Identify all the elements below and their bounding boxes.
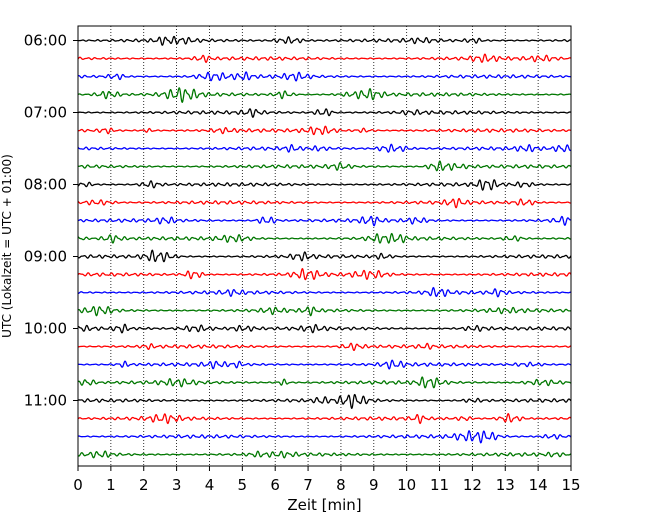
trace-line <box>77 342 572 352</box>
x-tick-label: 15 <box>561 476 580 494</box>
x-tick-label: 6 <box>270 476 280 494</box>
trace-line <box>77 430 572 444</box>
trace-line <box>77 286 572 298</box>
trace-line <box>77 249 572 263</box>
x-tick-label: 5 <box>238 476 248 494</box>
y-tick-label: 09:00 <box>24 248 67 266</box>
trace-line <box>77 376 572 389</box>
trace-line <box>77 393 572 409</box>
y-tick-label: 11:00 <box>24 392 67 410</box>
x-tick-label: 7 <box>303 476 313 494</box>
seismic-traces <box>77 35 572 459</box>
x-grid <box>110 26 539 466</box>
x-tick-label: 10 <box>397 476 416 494</box>
trace-line <box>77 215 572 227</box>
trace-line <box>77 179 572 191</box>
trace-line <box>77 359 572 370</box>
y-tick-label: 08:00 <box>24 176 67 194</box>
trace-line <box>77 323 572 334</box>
trace-line <box>77 160 572 172</box>
x-tick-label: 9 <box>369 476 379 494</box>
trace-line <box>77 35 572 46</box>
x-tick-label: 3 <box>172 476 182 494</box>
trace-line <box>77 87 572 103</box>
trace-line <box>77 450 572 459</box>
y-tick-label: 07:00 <box>24 104 67 122</box>
trace-line <box>77 232 572 244</box>
trace-line <box>77 53 572 63</box>
y-axis-label: UTC (Lokalzeit = UTC + 01:00) <box>0 154 14 338</box>
y-tick-label: 10:00 <box>24 320 67 338</box>
x-tick-label: 11 <box>430 476 449 494</box>
x-tick-label: 0 <box>73 476 83 494</box>
x-tick-label: 8 <box>336 476 346 494</box>
trace-line <box>77 268 572 281</box>
x-axis-label: Zeit [min] <box>287 496 361 514</box>
y-axis: 06:00 07:00 08:00 09:00 10:00 11:00 <box>24 32 78 410</box>
x-tick-label: 1 <box>106 476 116 494</box>
trace-line <box>77 125 572 136</box>
trace-line <box>77 197 572 209</box>
trace-line <box>77 413 572 425</box>
trace-line <box>77 108 572 118</box>
x-tick-label: 2 <box>139 476 149 494</box>
trace-line <box>77 306 572 317</box>
plot-frame <box>77 25 572 467</box>
x-tick-label: 12 <box>463 476 482 494</box>
x-tick-label: 13 <box>496 476 515 494</box>
y-tick-label: 06:00 <box>24 32 67 50</box>
x-tick-label: 4 <box>205 476 215 494</box>
x-tick-label: 14 <box>529 476 548 494</box>
trace-line <box>77 71 572 82</box>
x-axis: 0 1 2 3 4 5 6 7 8 9 10 11 12 13 14 15 <box>73 466 581 494</box>
trace-line <box>77 143 572 153</box>
